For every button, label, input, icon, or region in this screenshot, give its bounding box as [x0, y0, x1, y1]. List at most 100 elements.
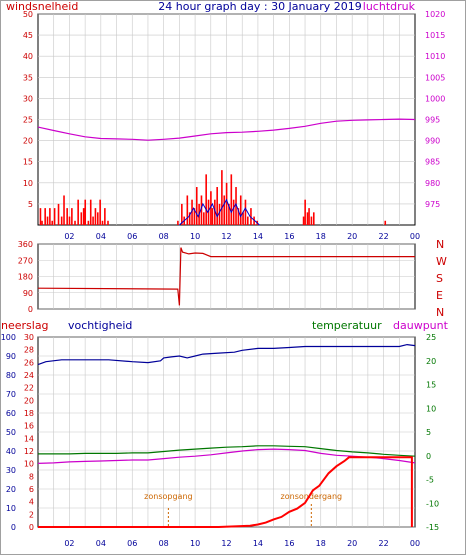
rain-tick-label: 26	[24, 358, 34, 367]
wind-gust-bar	[308, 208, 310, 225]
wind-gust-bar	[302, 216, 305, 225]
wind-gust-bar	[312, 212, 315, 225]
wind-gust-bar	[216, 187, 218, 225]
wind-gust-bar	[77, 199, 79, 225]
humidity-tick-label: 10	[6, 504, 16, 513]
wind-gust-bar	[230, 174, 233, 225]
x-tick-label: 22	[378, 539, 388, 548]
wind-gust-bar	[239, 195, 242, 225]
wind-pressure-x-axis: 02 04 06 08 10 12 14 16 18 20 22 00	[64, 232, 420, 241]
compass-label: S	[436, 272, 443, 285]
wind-direction-line	[37, 247, 415, 306]
wind-speed-tick-label: 25	[23, 116, 33, 125]
wind-direction-tick-label: 270	[18, 256, 33, 265]
x-tick-label: 20	[347, 539, 357, 548]
wind-gust-bar	[177, 220, 179, 225]
wind-gust-bar	[87, 220, 90, 225]
rain-tick-label: 4	[29, 498, 34, 507]
rain-tick-label: 8	[29, 472, 34, 481]
wind-gust-bar	[96, 212, 99, 225]
wind-gust-bar	[193, 208, 196, 225]
wind-gust-bar	[221, 170, 223, 225]
wind-gust-bar	[384, 220, 387, 225]
wind-speed-tick-label: 30	[23, 94, 33, 103]
pressure-tick-label: 990	[425, 137, 440, 146]
rain-tick-label: 18	[24, 409, 34, 418]
rain-tick-label: 30	[24, 333, 34, 342]
temperature-tick-label: 20	[426, 357, 436, 366]
wind-gust-bar	[80, 212, 83, 225]
wind-gust-bar	[210, 191, 212, 225]
wind-speed-tick-label: 5	[28, 200, 33, 209]
left-axis-title: windsnelheid	[6, 0, 78, 13]
wind-gust-bar	[203, 212, 205, 225]
wind-direction-tick-label: 180	[18, 273, 33, 282]
pressure-tick-label: 1015	[425, 31, 445, 40]
dewpoint-line	[37, 448, 416, 464]
wind-gust-bar	[39, 208, 42, 225]
x-tick-label: 20	[347, 232, 357, 241]
wind-gust-bar	[57, 203, 60, 225]
rain-tick-label: 2	[29, 510, 34, 519]
rain-tick-label: 14	[24, 434, 34, 443]
wind-gust-bar	[207, 199, 210, 225]
temperature-axis-title: temperatuur	[312, 319, 382, 332]
wind-speed-tick-label: 20	[23, 137, 33, 146]
sunrise-label: zonsopgang	[144, 492, 192, 501]
temperature-tick-label: -10	[426, 499, 439, 508]
rain-axis-title: neerslag	[1, 319, 49, 332]
temperature-axis: -15 -10 -5 0 5 10 15 20 25	[426, 333, 439, 532]
wind-gust-bar	[104, 208, 106, 225]
compass-label: W	[436, 255, 447, 268]
rain-tick-label: 10	[24, 460, 34, 469]
rain-tick-label: 16	[24, 422, 34, 431]
humidity-tick-label: 0	[11, 523, 16, 532]
pressure-tick-label: 1000	[425, 94, 445, 103]
wind-gust-bar	[195, 187, 198, 225]
temperature-line	[38, 445, 416, 457]
x-tick-label: 04	[96, 232, 106, 241]
wind-speed-tick-label: 40	[23, 52, 33, 61]
wind-direction-axis: 0 90 180 270 360	[18, 240, 33, 314]
wind-gust-bar	[304, 199, 306, 225]
pressure-tick-label: 1020	[425, 10, 445, 19]
wind-gust-bars	[39, 170, 387, 225]
humidity-tick-label: 100	[1, 333, 16, 342]
x-tick-label: 22	[378, 232, 388, 241]
x-tick-label: 00	[410, 539, 420, 548]
wind-direction-tick-label: 360	[18, 240, 33, 249]
pressure-tick-label: 985	[425, 158, 440, 167]
wind-speed-tick-label: 35	[23, 73, 33, 82]
wind-gust-bar	[228, 203, 230, 225]
wind-gust-bar	[94, 208, 97, 225]
temperature-tick-label: 5	[426, 428, 431, 437]
wind-gust-bar	[214, 199, 216, 225]
wind-gust-bar	[71, 208, 73, 225]
x-tick-label: 08	[159, 232, 169, 241]
rain-tick-label: 20	[24, 396, 34, 405]
humidity-tick-label: 80	[6, 371, 16, 380]
dewpoint-axis-title: dauwpunt	[393, 319, 449, 332]
wind-gust-bar	[63, 195, 65, 225]
wind-gust-bar	[49, 208, 51, 225]
wind-direction-grid	[38, 243, 415, 310]
wind-gust-bar	[223, 195, 226, 225]
temperature-tick-label: -15	[426, 523, 439, 532]
wind-gust-bar	[211, 208, 214, 225]
wind-gust-bar	[101, 220, 104, 225]
wind-gust-bar	[200, 195, 203, 225]
compass-label: N	[436, 238, 444, 251]
humidity-tick-label: 60	[6, 409, 16, 418]
x-tick-label: 18	[316, 539, 326, 548]
humidity-tick-label: 70	[6, 390, 16, 399]
wind-gust-bar	[191, 199, 193, 225]
x-tick-label: 04	[96, 539, 106, 548]
wind-gust-bar	[44, 208, 46, 225]
wind-gust-bar	[306, 212, 309, 225]
wind-gust-bar	[235, 187, 237, 225]
